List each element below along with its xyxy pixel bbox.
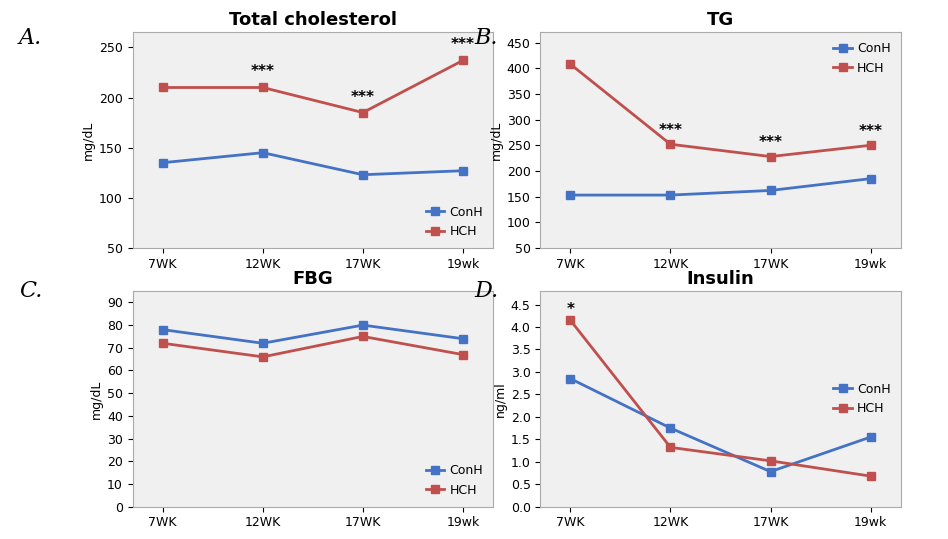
Line: ConH: ConH — [566, 375, 875, 476]
HCH — [257, 84, 268, 91]
HCH — [865, 473, 876, 479]
HCH — [157, 84, 169, 91]
Title: FBG: FBG — [293, 270, 333, 288]
Text: C.: C. — [19, 280, 43, 302]
ConH — [665, 192, 676, 198]
Y-axis label: mg/dL: mg/dL — [82, 120, 95, 160]
Title: Insulin: Insulin — [686, 270, 755, 288]
Text: ***: *** — [351, 89, 374, 105]
HCH — [457, 57, 468, 64]
Line: ConH: ConH — [158, 321, 467, 348]
HCH — [457, 351, 468, 358]
ConH — [765, 187, 776, 194]
ConH — [865, 175, 876, 182]
Y-axis label: ng/ml: ng/ml — [494, 381, 506, 417]
Y-axis label: mg/dL: mg/dL — [90, 379, 102, 419]
HCH — [257, 354, 268, 360]
HCH — [357, 333, 369, 340]
Text: B.: B. — [474, 27, 498, 49]
ConH — [357, 322, 369, 328]
Text: ***: *** — [251, 65, 275, 79]
ConH — [457, 168, 468, 174]
Line: ConH: ConH — [158, 149, 467, 179]
Text: ***: *** — [859, 124, 883, 139]
ConH — [457, 335, 468, 342]
Text: ***: *** — [659, 123, 683, 138]
Text: D.: D. — [474, 280, 499, 302]
HCH — [665, 141, 676, 148]
ConH — [157, 160, 169, 166]
HCH — [565, 61, 576, 67]
Line: ConH: ConH — [566, 175, 875, 199]
Text: A.: A. — [19, 27, 43, 49]
Text: *: * — [566, 302, 574, 317]
Legend: ConH, HCH: ConH, HCH — [422, 461, 486, 500]
ConH — [765, 468, 776, 475]
ConH — [665, 425, 676, 431]
ConH — [257, 149, 268, 156]
ConH — [357, 171, 369, 178]
HCH — [665, 444, 676, 451]
ConH — [565, 375, 576, 382]
HCH — [765, 458, 776, 464]
ConH — [865, 434, 876, 440]
ConH — [257, 340, 268, 347]
Line: HCH: HCH — [158, 332, 467, 361]
ConH — [565, 192, 576, 198]
Line: HCH: HCH — [158, 56, 467, 117]
Legend: ConH, HCH: ConH, HCH — [422, 202, 486, 241]
Line: HCH: HCH — [566, 60, 875, 161]
Text: ***: *** — [758, 135, 782, 150]
Text: ***: *** — [451, 37, 475, 52]
HCH — [357, 109, 369, 116]
HCH — [865, 142, 876, 149]
Legend: ConH, HCH: ConH, HCH — [830, 39, 894, 78]
Line: HCH: HCH — [566, 316, 875, 480]
Y-axis label: mg/dL: mg/dL — [489, 120, 502, 160]
Title: Total cholesterol: Total cholesterol — [228, 11, 397, 30]
Legend: ConH, HCH: ConH, HCH — [830, 379, 894, 419]
HCH — [565, 317, 576, 323]
HCH — [157, 340, 169, 347]
HCH — [765, 153, 776, 160]
Title: TG: TG — [707, 11, 734, 30]
ConH — [157, 327, 169, 333]
